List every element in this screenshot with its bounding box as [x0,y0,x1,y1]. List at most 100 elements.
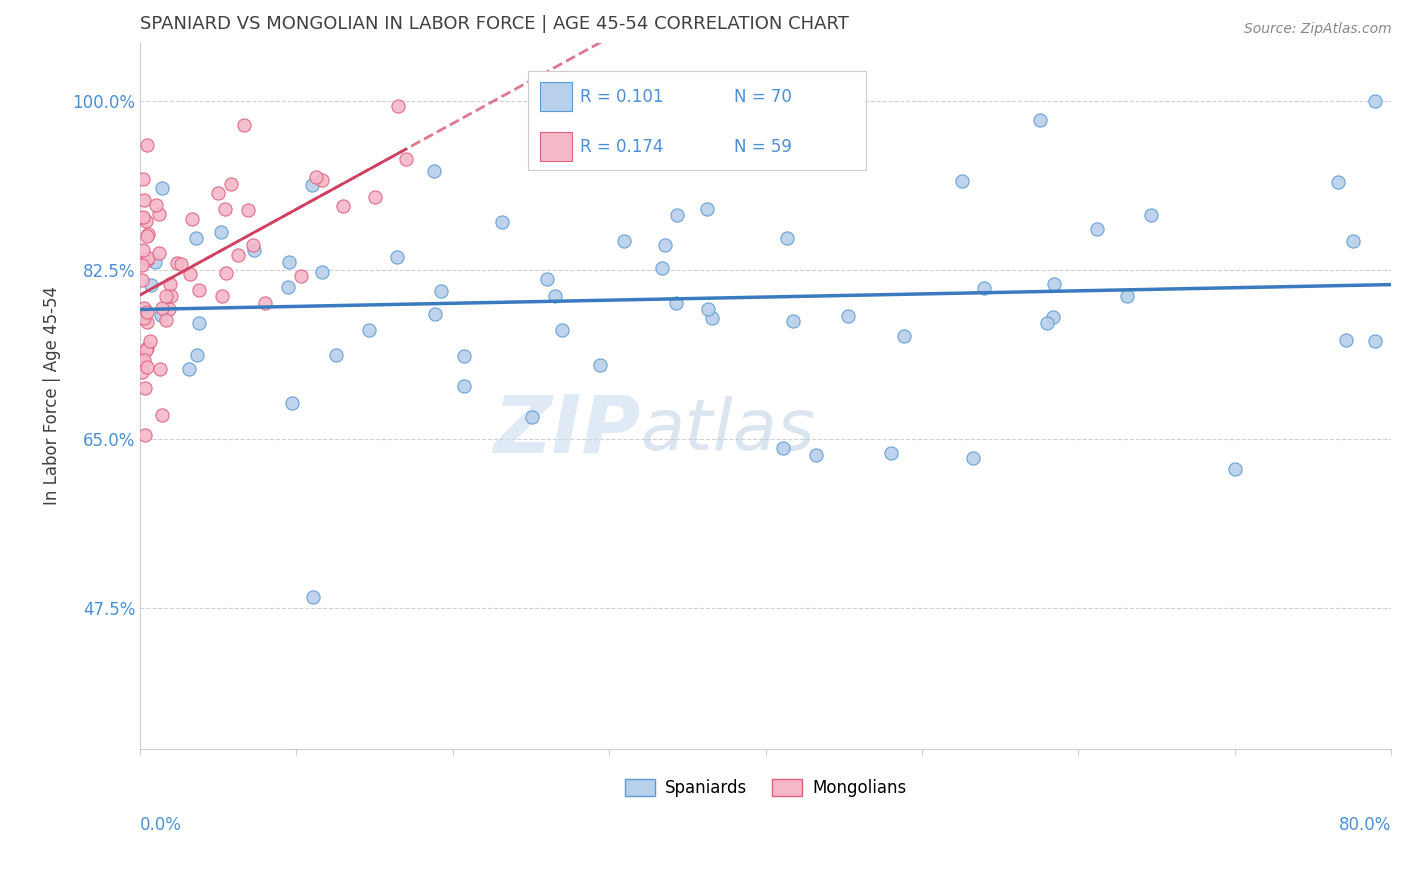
Point [207,186,229,201]
Point [325,348,347,362]
Point [242,237,264,252]
Point [135,343,157,357]
Text: 0.0%: 0.0% [141,816,181,834]
Point [134,428,156,442]
Point [385,250,408,264]
Point [135,138,157,153]
Point [423,307,446,321]
Point [139,278,162,293]
Point [453,379,475,393]
Point [132,310,155,325]
Point [302,591,325,605]
Point [1364,334,1386,348]
Point [136,305,159,319]
Point [772,442,794,456]
Point [132,352,155,367]
Point [536,271,558,285]
Point [654,238,676,252]
Point [973,281,995,295]
Point [311,265,333,279]
Point [188,316,211,330]
Point [136,316,159,330]
Point [135,341,157,355]
Point [1029,112,1052,127]
Point [219,178,242,192]
Point [226,248,249,262]
Point [170,257,193,271]
Point [184,231,207,245]
Point [145,254,167,268]
Point [1223,461,1246,475]
Point [179,267,201,281]
Point [387,99,409,113]
Point [305,170,328,185]
Point [149,362,172,376]
Text: R = 0.174: R = 0.174 [581,137,664,155]
Point [665,295,688,310]
Point [1036,316,1059,330]
Point [131,355,153,369]
Point [160,289,183,303]
Point [430,284,453,298]
Text: N = 70: N = 70 [734,87,792,105]
Point [131,258,153,272]
Point [962,450,984,465]
Point [357,323,380,337]
Point [155,313,177,327]
Point [1042,310,1064,324]
Point [696,301,718,316]
Text: 80.0%: 80.0% [1339,816,1391,834]
Point [776,231,799,245]
Point [491,214,513,228]
Point [134,381,156,395]
Point [837,309,859,323]
Point [134,193,156,207]
Point [806,448,828,462]
Point [150,308,173,322]
Point [253,296,276,310]
FancyBboxPatch shape [527,71,866,169]
Point [1085,222,1108,236]
Point [277,254,299,268]
Text: atlas: atlas [641,397,815,466]
FancyBboxPatch shape [540,82,572,112]
Point [1115,289,1137,303]
Point [181,211,204,226]
Point [893,328,915,343]
Point [132,301,155,315]
Point [136,252,159,267]
Point [150,408,173,422]
Point [363,190,385,204]
Point [166,256,188,270]
Text: R = 0.101: R = 0.101 [581,87,664,105]
Point [131,211,153,225]
Point [651,261,673,276]
Point [1327,175,1350,189]
Point [782,314,804,328]
Point [281,396,304,410]
Point [209,225,232,239]
Point [131,172,153,186]
Point [332,198,354,212]
Text: SPANIARD VS MONGOLIAN IN LABOR FORCE | AGE 45-54 CORRELATION CHART: SPANIARD VS MONGOLIAN IN LABOR FORCE | A… [141,15,849,33]
Point [131,273,153,287]
Point [135,214,157,228]
Point [1042,277,1064,292]
Point [551,323,574,337]
Point [214,202,236,217]
Point [136,227,159,241]
Point [155,288,177,302]
Point [233,119,256,133]
Point [589,358,612,372]
Point [132,244,155,258]
Point [131,365,153,379]
Point [950,174,973,188]
Text: ZIP: ZIP [494,392,641,470]
Point [1364,94,1386,108]
Point [159,277,181,292]
Text: Source: ZipAtlas.com: Source: ZipAtlas.com [1244,22,1392,37]
FancyBboxPatch shape [540,132,572,161]
Point [148,207,170,221]
Point [700,311,723,326]
Point [214,266,236,280]
